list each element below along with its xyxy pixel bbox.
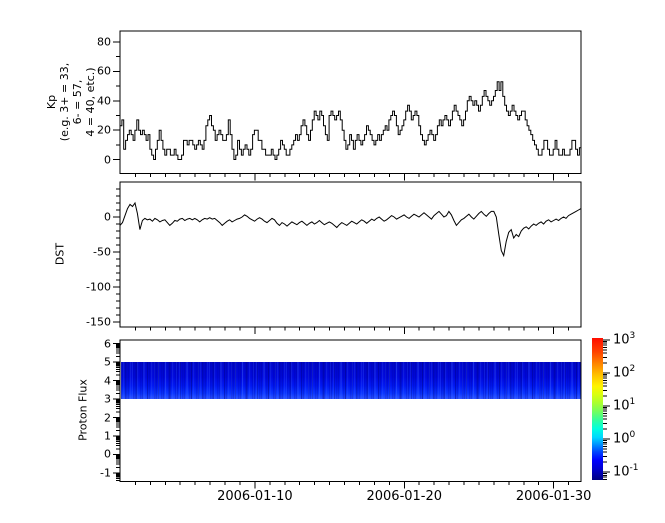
kp-ytick-label: 20 — [97, 123, 111, 137]
colorbar-gradient — [592, 338, 603, 480]
proton-ytick-label: -1 — [100, 466, 111, 480]
colorbar-tick-label: 101 — [613, 397, 636, 414]
kp-axis-title-line3: 6- = 57, — [71, 79, 84, 125]
kp-axis-title-line4: 4 = 40, etc.) — [84, 67, 97, 137]
proton-ytick-label: 4 — [104, 374, 111, 387]
proton-ytick-label: 0 — [104, 447, 111, 461]
colorbar-tick-label: 102 — [613, 364, 636, 381]
kp-ytick-label: 40 — [97, 94, 111, 108]
kp-ytick-label: 60 — [97, 64, 111, 78]
kp-ytick-label: 0 — [104, 153, 111, 167]
kp-axis-title-line1: Kp — [45, 94, 58, 110]
kp-ytick-label: 80 — [97, 35, 111, 49]
dst-ytick-label: -150 — [86, 315, 111, 329]
colorbar-tick-label: 100 — [613, 430, 636, 447]
kp-step-line — [120, 81, 581, 160]
proton-ytick-label: 1 — [104, 429, 111, 443]
colorbar-tick-label: 103 — [613, 330, 636, 348]
dst-line — [120, 201, 581, 258]
panel-frame — [119, 181, 582, 328]
proton-ytick-label: 6 — [104, 337, 111, 350]
panel-frame — [119, 30, 582, 174]
dst-ytick-label: -50 — [93, 245, 111, 259]
proton-ytick-label: 5 — [104, 355, 111, 369]
proton-ytick-label: 3 — [104, 392, 111, 406]
kp-axis-title-line2: (e.g. 3+ = 33, — [58, 62, 71, 142]
date-tick-label: 2006-01-20 — [366, 489, 443, 504]
colorbar-tick-label: 10-1 — [613, 463, 639, 480]
dst-ytick-label: -100 — [86, 280, 111, 294]
date-tick-label: 2006-01-30 — [515, 489, 592, 504]
dst-ytick-label: 0 — [104, 210, 111, 224]
proton-ytick-label: 2 — [104, 411, 111, 424]
proton-flux-band — [121, 362, 581, 399]
date-tick-label: 2006-01-10 — [217, 489, 293, 504]
